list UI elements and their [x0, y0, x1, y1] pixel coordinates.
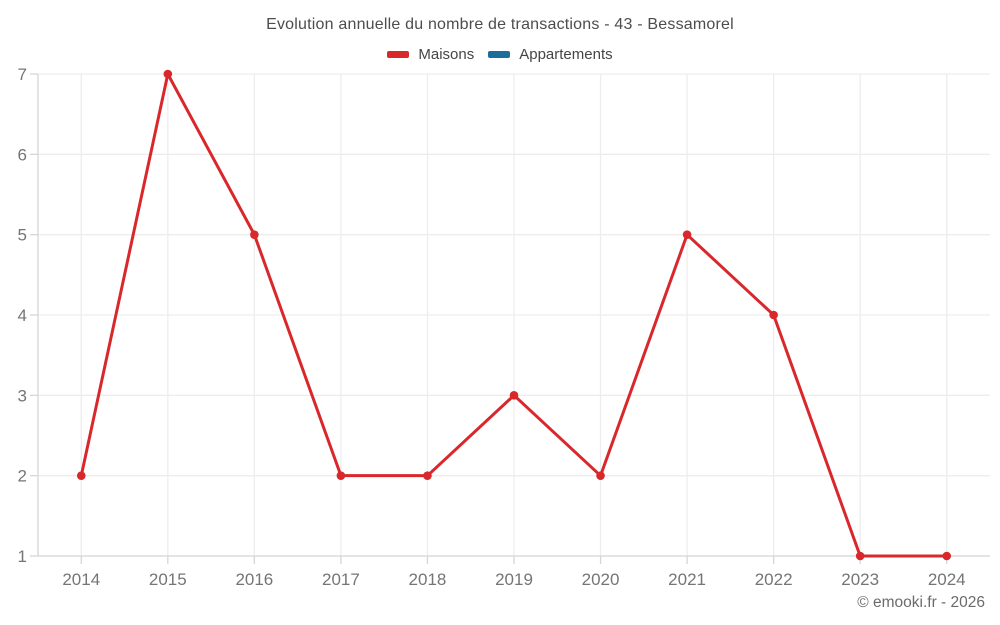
y-tick-label: 3	[18, 386, 27, 405]
data-point-maisons[interactable]	[596, 471, 605, 480]
chart-legend: Maisons Appartements	[0, 46, 1000, 63]
data-point-maisons[interactable]	[250, 230, 259, 239]
maisons-series-swatch-icon	[387, 51, 410, 58]
x-tick-label: 2024	[928, 570, 966, 589]
legend-item-maisons[interactable]: Maisons	[387, 46, 474, 63]
y-tick-label: 1	[18, 547, 27, 566]
x-tick-label: 2017	[322, 570, 360, 589]
y-tick-label: 5	[18, 226, 27, 245]
x-tick-label: 2022	[755, 570, 793, 589]
data-point-maisons[interactable]	[682, 230, 692, 239]
y-tick-label: 4	[18, 306, 27, 325]
data-point-maisons[interactable]	[76, 471, 86, 480]
x-tick-label: 2018	[409, 570, 447, 589]
appartements-series-swatch-icon	[488, 51, 511, 58]
data-point-maisons[interactable]	[855, 551, 865, 561]
legend-label-maisons: Maisons	[418, 46, 475, 63]
data-point-maisons[interactable]	[336, 471, 346, 480]
x-tick-label: 2023	[841, 570, 879, 589]
x-tick-label: 2016	[235, 570, 273, 589]
x-tick-label: 2014	[62, 570, 100, 589]
chart-title: Evolution annuelle du nombre de transact…	[266, 16, 734, 33]
x-tick-label: 2015	[149, 570, 187, 589]
y-tick-label: 2	[18, 467, 27, 486]
data-point-maisons[interactable]	[423, 471, 432, 480]
x-tick-label: 2020	[582, 570, 620, 589]
legend-item-appartements[interactable]: Appartements	[488, 46, 613, 63]
data-point-maisons[interactable]	[942, 551, 952, 561]
y-tick-label: 7	[18, 65, 27, 84]
x-tick-label: 2019	[495, 570, 533, 589]
y-tick-label: 6	[18, 145, 27, 164]
data-point-maisons[interactable]	[509, 391, 519, 400]
data-point-maisons[interactable]	[163, 69, 173, 79]
legend-label-appartements: Appartements	[519, 46, 613, 63]
x-tick-label: 2021	[668, 570, 706, 589]
data-point-maisons[interactable]	[769, 310, 778, 320]
copyright-notice: © emooki.fr - 2026	[857, 594, 985, 611]
